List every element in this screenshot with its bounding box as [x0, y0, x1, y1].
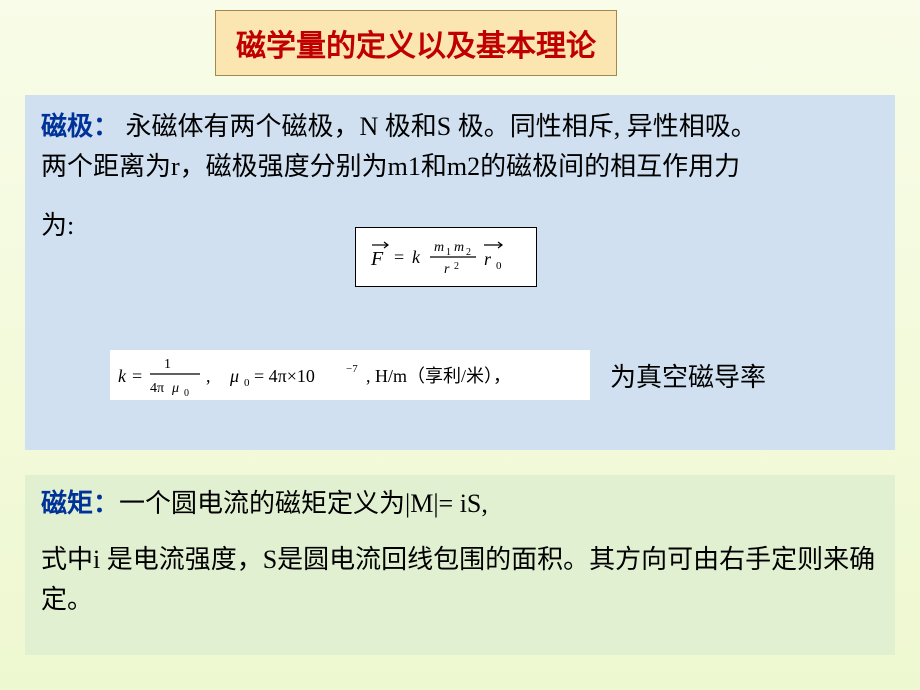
svg-text:0: 0 — [244, 377, 250, 389]
svg-text:F: F — [370, 248, 384, 270]
svg-text:μ: μ — [171, 381, 179, 396]
svg-text:4π: 4π — [150, 381, 164, 396]
coulomb-formula: F = k m 1 m 2 r 2 r 0 — [355, 227, 537, 287]
mu0-caption: 为真空磁导率 — [610, 357, 766, 394]
term-pole: 磁极： — [41, 112, 119, 141]
svg-text:0: 0 — [184, 388, 189, 399]
moment-line1: 磁矩：一个圆电流的磁矩定义为|M|= iS, — [25, 475, 895, 520]
svg-text:=: = — [132, 366, 142, 386]
pole-line1b: 两个距离为r，磁极强度分别为m1和m2的磁极间的相互作用力 — [41, 152, 740, 181]
svg-text:μ: μ — [229, 366, 239, 386]
svg-text:m: m — [454, 240, 464, 255]
term-moment: 磁矩： — [41, 489, 119, 518]
section-magnetic-pole: 磁极： 永磁体有两个磁极，N 极和S 极。同性相斥, 异性相吸。 两个距离为r，… — [25, 95, 895, 450]
pole-line1a: 永磁体有两个磁极，N 极和S 极。同性相斥, 异性相吸。 — [119, 112, 757, 141]
pole-paragraph: 磁极： 永磁体有两个磁极，N 极和S 极。同性相斥, 异性相吸。 两个距离为r，… — [25, 95, 895, 188]
svg-text:,: , — [206, 366, 211, 386]
svg-text:0: 0 — [496, 260, 502, 272]
svg-text:−7: −7 — [346, 363, 358, 375]
svg-text:2: 2 — [466, 247, 471, 258]
svg-text:1: 1 — [164, 357, 171, 372]
svg-text:, H/m（享利/米），: , H/m（享利/米）， — [366, 366, 511, 386]
section-magnetic-moment: 磁矩：一个圆电流的磁矩定义为|M|= iS, 式中i 是电流强度，S是圆电流回线… — [25, 475, 895, 655]
svg-text:2: 2 — [454, 261, 459, 272]
svg-text:k: k — [412, 247, 421, 267]
svg-text:m: m — [434, 240, 444, 255]
svg-text:1: 1 — [446, 247, 451, 258]
svg-text:k: k — [118, 366, 127, 386]
svg-text:r: r — [484, 249, 492, 269]
page-title: 磁学量的定义以及基本理论 — [215, 10, 617, 76]
moment-line2: 式中i 是电流强度，S是圆电流回线包围的面积。其方向可由右手定则来确定。 — [25, 520, 895, 621]
mu0-formula: k = 1 4π μ 0 , μ 0 = 4π×10 −7 , H/m（享利/米… — [110, 350, 590, 400]
svg-text:=: = — [394, 247, 404, 267]
svg-text:= 4π×10: = 4π×10 — [254, 366, 315, 386]
moment-def: 一个圆电流的磁矩定义为|M|= iS, — [119, 489, 488, 518]
svg-text:r: r — [444, 262, 450, 277]
